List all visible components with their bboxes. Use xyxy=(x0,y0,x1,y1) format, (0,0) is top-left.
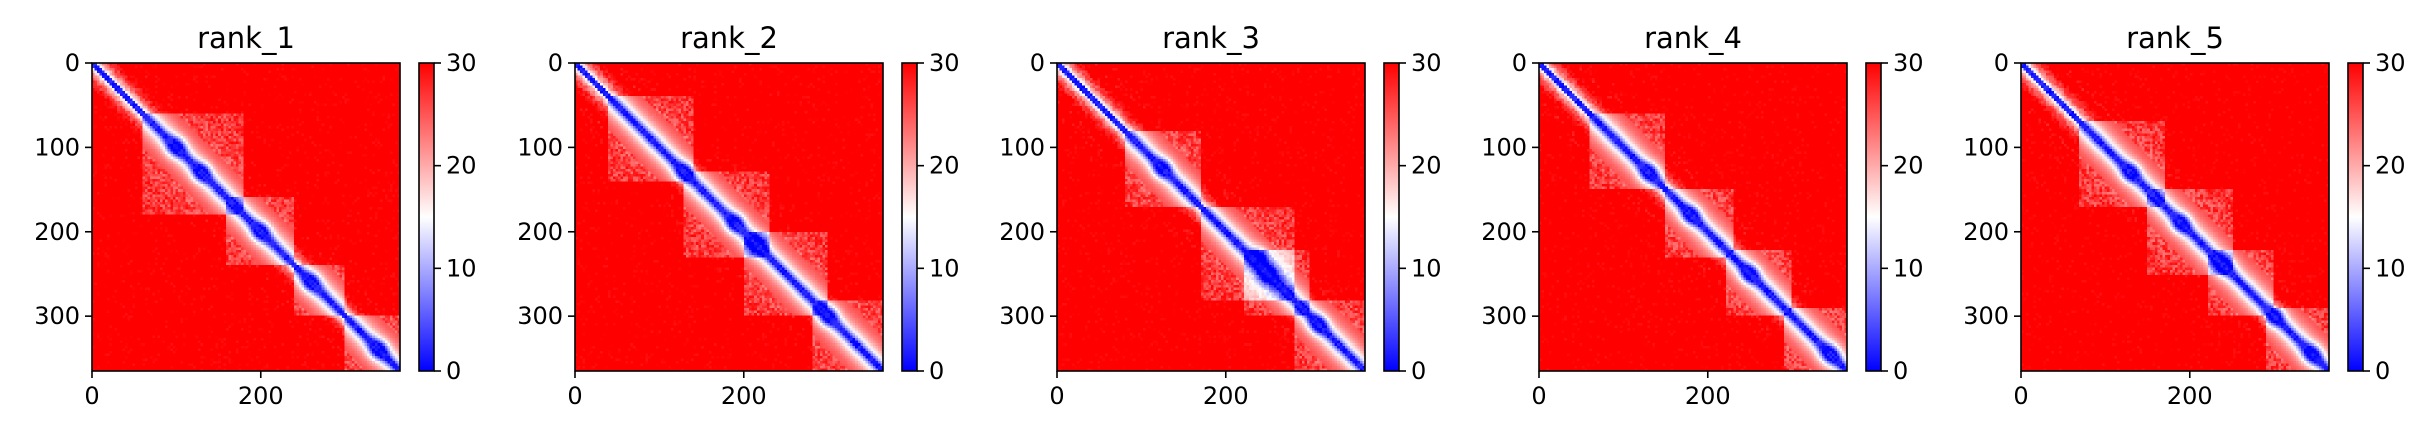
y-tick-label: 200 xyxy=(999,218,1045,246)
colorbar-tick-label: 10 xyxy=(1411,254,1442,282)
x-tick-label: 200 xyxy=(1203,382,1249,410)
colorbar-tick-label: 10 xyxy=(929,254,960,282)
colorbar-tick-label: 0 xyxy=(929,357,944,385)
y-tick-label: 0 xyxy=(1994,49,2009,77)
colorbar-tick-label: 0 xyxy=(2375,357,2390,385)
colorbar xyxy=(1384,63,1399,371)
colorbar-frame xyxy=(1865,62,1882,372)
x-tick-label: 0 xyxy=(84,382,99,410)
heatmap-panel: rank_5 0 100 200 300 0 200 0 10 20 30 xyxy=(1963,21,2405,410)
colorbar xyxy=(2348,63,2363,371)
y-tick-label: 200 xyxy=(1481,218,1527,246)
y-tick-label: 100 xyxy=(1481,133,1527,161)
y-tick-label: 300 xyxy=(517,302,563,330)
colorbar xyxy=(902,63,917,371)
heatmap-image xyxy=(1539,63,1847,371)
panel-title: rank_1 xyxy=(197,21,295,55)
y-tick-label: 0 xyxy=(1512,49,1527,77)
colorbar-tick-label: 10 xyxy=(2375,254,2406,282)
x-tick-label: 200 xyxy=(238,382,284,410)
y-tick-label: 0 xyxy=(548,49,563,77)
colorbar-tick-label: 30 xyxy=(2375,49,2406,77)
y-tick-label: 100 xyxy=(34,133,80,161)
x-tick-label: 0 xyxy=(2013,382,2028,410)
heatmap-panel: rank_2 0 100 200 300 0 200 0 10 20 30 xyxy=(517,21,959,410)
colorbar-tick-label: 10 xyxy=(446,254,477,282)
x-tick-label: 200 xyxy=(1685,382,1731,410)
heatmap-frame xyxy=(574,62,884,372)
colorbar-tick-label: 30 xyxy=(929,49,960,77)
heatmap-image xyxy=(92,63,400,371)
colorbar-frame xyxy=(2347,62,2364,372)
y-tick-label: 300 xyxy=(34,302,80,330)
colorbar-frame xyxy=(1383,62,1400,372)
colorbar-tick-label: 0 xyxy=(1893,357,1908,385)
heatmap-panel: rank_3 0 100 200 300 0 200 0 10 20 30 xyxy=(999,21,1441,410)
y-tick-label: 300 xyxy=(1481,302,1527,330)
x-tick-label: 200 xyxy=(2167,382,2213,410)
y-tick-label: 200 xyxy=(1963,218,2009,246)
colorbar-tick-label: 0 xyxy=(446,357,461,385)
x-tick-label: 0 xyxy=(1049,382,1064,410)
heatmap-image xyxy=(1057,63,1365,371)
y-tick-label: 200 xyxy=(517,218,563,246)
colorbar-tick-label: 30 xyxy=(446,49,477,77)
colorbar-frame xyxy=(901,62,918,372)
heatmap-panel: rank_1 0 100 200 300 0 200 0 10 20 30 xyxy=(34,21,476,410)
heatmap-image xyxy=(575,63,883,371)
colorbar-tick-label: 20 xyxy=(1893,152,1924,180)
colorbar xyxy=(1866,63,1881,371)
y-tick-label: 0 xyxy=(65,49,80,77)
x-tick-label: 200 xyxy=(721,382,767,410)
heatmap-frame xyxy=(2020,62,2330,372)
colorbar-tick-label: 30 xyxy=(1411,49,1442,77)
panel-title: rank_3 xyxy=(1162,21,1260,55)
colorbar-frame xyxy=(418,62,435,372)
colorbar-tick-label: 20 xyxy=(446,152,477,180)
y-tick-label: 0 xyxy=(1030,49,1045,77)
heatmap-frame xyxy=(91,62,401,372)
colorbar-tick-label: 20 xyxy=(1411,152,1442,180)
heatmap-panel: rank_4 0 100 200 300 0 200 0 10 20 30 xyxy=(1481,21,1923,410)
panel-title: rank_4 xyxy=(1644,21,1742,55)
y-tick-label: 100 xyxy=(1963,133,2009,161)
colorbar-tick-label: 30 xyxy=(1893,49,1924,77)
y-tick-label: 300 xyxy=(999,302,1045,330)
colorbar xyxy=(419,63,434,371)
colorbar-tick-label: 10 xyxy=(1893,254,1924,282)
panel-title: rank_5 xyxy=(2126,21,2224,55)
y-tick-label: 300 xyxy=(1963,302,2009,330)
y-tick-label: 100 xyxy=(999,133,1045,161)
y-tick-label: 200 xyxy=(34,218,80,246)
colorbar-tick-label: 0 xyxy=(1411,357,1426,385)
x-tick-label: 0 xyxy=(1531,382,1546,410)
colorbar-tick-label: 20 xyxy=(2375,152,2406,180)
heatmap-frame xyxy=(1538,62,1848,372)
y-tick-label: 100 xyxy=(517,133,563,161)
panel-title: rank_2 xyxy=(680,21,778,55)
colorbar-tick-label: 20 xyxy=(929,152,960,180)
heatmap-image xyxy=(2021,63,2329,371)
x-tick-label: 0 xyxy=(567,382,582,410)
heatmap-frame xyxy=(1056,62,1366,372)
